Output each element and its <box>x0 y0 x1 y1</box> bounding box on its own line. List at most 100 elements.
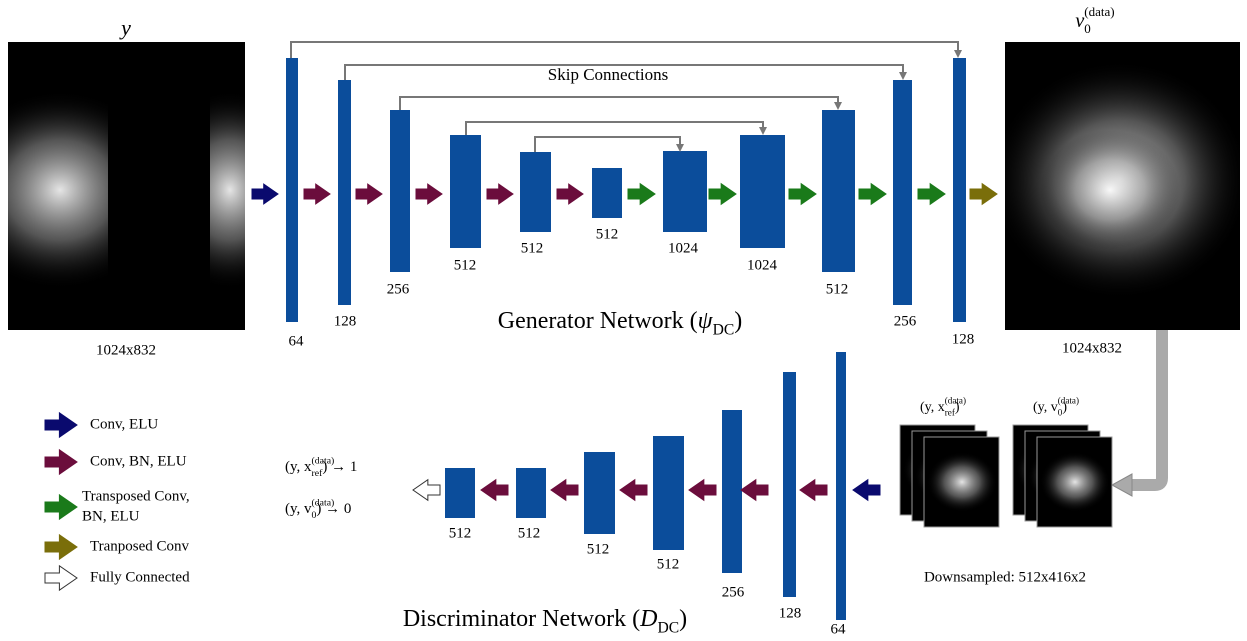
channel-label: 64 <box>289 333 305 349</box>
math-sub: DC <box>713 321 735 338</box>
math-text: ) <box>679 606 687 632</box>
channel-label: 256 <box>722 584 745 600</box>
math-text: (y, v <box>1033 400 1058 415</box>
channel-label: 512 <box>521 240 544 256</box>
math-label: Generator Network (ψDC) <box>498 308 743 338</box>
arrow <box>628 184 655 205</box>
math-text: ) → 1 <box>322 459 357 475</box>
arrow <box>45 450 77 474</box>
layer-block <box>286 58 298 322</box>
channel-label: 512 <box>518 525 541 541</box>
math-text: ) <box>734 308 742 334</box>
layer-block <box>592 168 622 218</box>
arrow <box>304 184 330 204</box>
arrow <box>620 480 647 501</box>
layer-block <box>390 110 410 272</box>
math-label: (y, x(data)ref) <box>920 396 966 418</box>
channel-label: 128 <box>952 331 975 347</box>
layer-block <box>445 468 475 518</box>
math-sub: 0 <box>1084 21 1091 36</box>
channel-label: 512 <box>449 525 472 541</box>
channel-label: 128 <box>334 313 357 329</box>
skip-connection <box>291 42 958 58</box>
channel-label: 1024 <box>747 257 778 273</box>
arrow <box>859 184 886 205</box>
math-symbol: y <box>119 15 131 40</box>
layer-block <box>783 372 796 597</box>
layer-block <box>663 151 707 232</box>
arrow <box>45 535 77 559</box>
channel-label: 512 <box>587 541 610 557</box>
legend-label: Tranposed Conv <box>90 538 190 554</box>
math-label: (y, x(data)ref) → 1 <box>285 455 357 479</box>
skip-arrowhead <box>676 144 684 152</box>
flow-arrow <box>1130 330 1162 485</box>
math-text: Discriminator Network ( <box>403 606 640 632</box>
math-text: (y, x <box>920 400 945 415</box>
channel-label: 256 <box>894 313 917 329</box>
math-text: ) <box>1062 400 1067 415</box>
math-label: Discriminator Network (DDC) <box>403 606 687 636</box>
arrow <box>487 184 513 204</box>
math-label: (y, v(data)0) <box>1033 396 1079 418</box>
math-sup: (data) <box>1084 4 1114 19</box>
arrow <box>689 480 716 501</box>
layer-block <box>740 135 785 248</box>
layer-block <box>722 410 742 573</box>
downsample-label: Downsampled: 512x416x2 <box>924 569 1086 585</box>
skip-arrowhead <box>899 72 907 80</box>
legend-label: Conv, BN, ELU <box>90 453 187 469</box>
channel-label: 128 <box>779 605 802 621</box>
diagram: yv(data)01024x8321024x832641282565125125… <box>0 0 1247 641</box>
math-symbol: D <box>639 606 657 632</box>
math-sup: (data) <box>1058 396 1079 406</box>
arrow <box>413 480 440 501</box>
channel-label: 64 <box>831 621 847 637</box>
flow-arrowhead <box>1112 474 1132 496</box>
layer-block <box>953 58 966 322</box>
output-image <box>990 42 1247 330</box>
layer-block <box>836 352 846 620</box>
math-label: v(data) 0 <box>1075 4 1114 36</box>
arrow <box>481 480 508 501</box>
skip-label: Skip Connections <box>548 65 668 84</box>
layer-block <box>516 468 546 518</box>
stack-glow <box>927 452 997 512</box>
math-sub: ref <box>312 468 324 479</box>
arrow <box>252 184 278 204</box>
math-text: ) <box>955 400 960 415</box>
math-text: (y, x <box>285 459 312 475</box>
arrow <box>45 495 77 519</box>
math-text: (y, v <box>285 501 312 517</box>
skip-connection <box>466 122 763 135</box>
stack-glow <box>1040 452 1110 512</box>
arrow <box>789 184 816 205</box>
layer-block <box>450 135 481 248</box>
layer-block <box>520 152 551 232</box>
arrow <box>918 184 945 205</box>
layer-block <box>653 436 684 550</box>
channel-label: 512 <box>596 226 619 242</box>
math-sub: DC <box>657 619 679 636</box>
arrow <box>741 480 768 501</box>
math-text: ) → 0 <box>316 501 351 517</box>
math-label: (y, v(data)0) → 0 <box>285 497 351 521</box>
image-size: 1024x832 <box>1062 340 1122 356</box>
channel-label: 1024 <box>668 240 699 256</box>
skip-arrowhead <box>759 127 767 135</box>
layer-block <box>822 110 855 272</box>
arrow <box>800 480 827 501</box>
skip-arrowhead <box>954 50 962 58</box>
layer-block <box>893 80 912 305</box>
arrow <box>45 566 77 590</box>
layer-block <box>584 452 615 534</box>
arrow <box>853 480 880 501</box>
math-symbol: v <box>1075 10 1084 32</box>
legend-label: Fully Connected <box>90 569 190 585</box>
layer-block <box>338 80 351 305</box>
image-size: 1024x832 <box>96 342 156 358</box>
skip-connection <box>400 97 838 110</box>
channel-label: 256 <box>387 281 410 297</box>
legend-label: BN, ELU <box>82 508 140 524</box>
arrow <box>970 184 997 205</box>
